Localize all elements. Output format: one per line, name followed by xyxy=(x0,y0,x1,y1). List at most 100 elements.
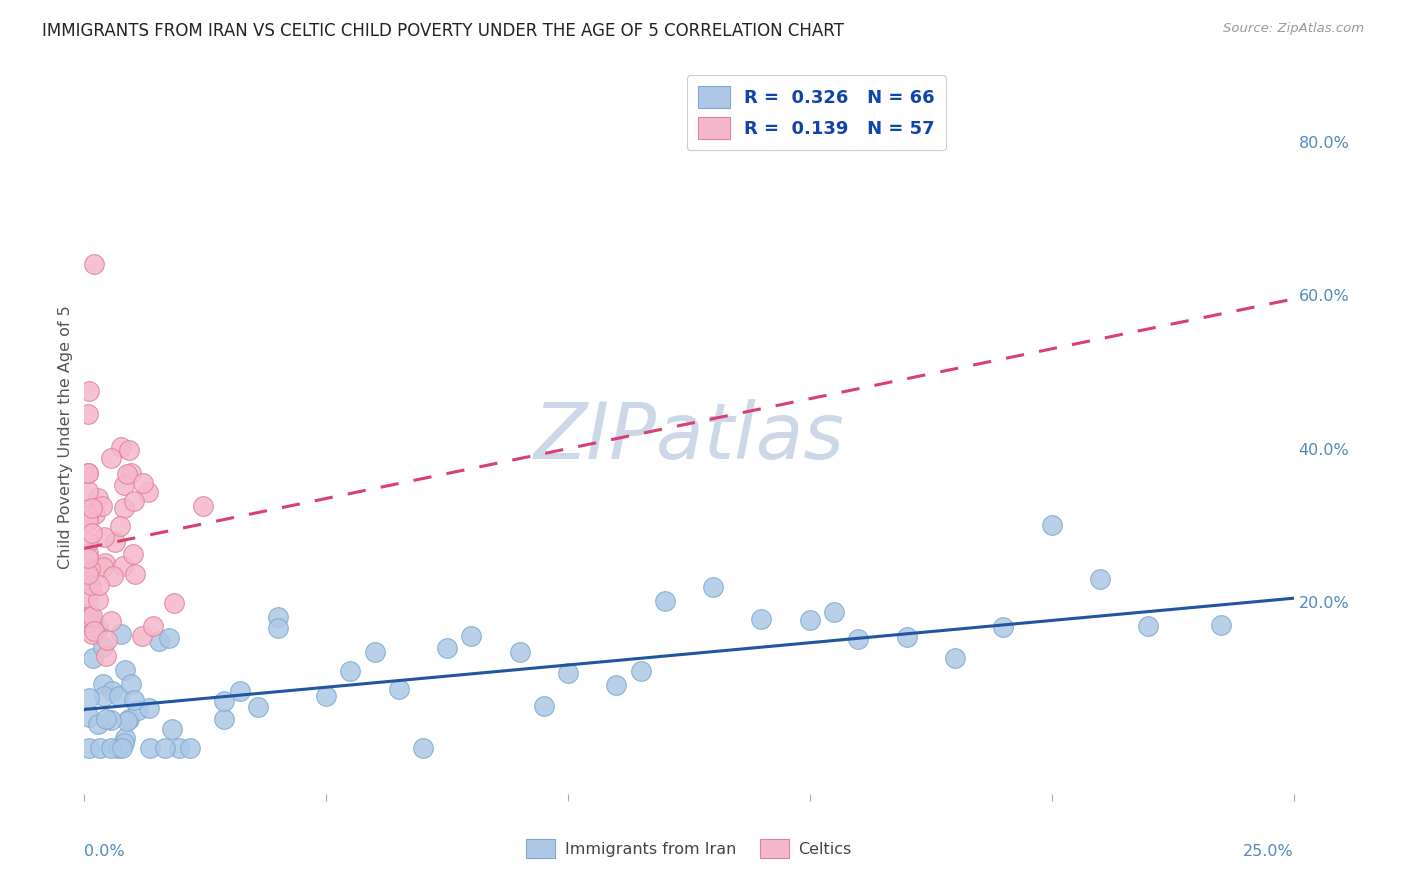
Point xyxy=(104,534,127,549)
Point xyxy=(77,575,100,590)
Point xyxy=(87,593,110,607)
Point xyxy=(100,713,122,727)
Point xyxy=(142,619,165,633)
Point xyxy=(112,501,135,516)
Point xyxy=(77,508,100,523)
Point xyxy=(77,384,100,399)
Point xyxy=(110,627,132,641)
Point xyxy=(605,678,627,692)
Point xyxy=(79,562,101,576)
Point xyxy=(112,736,135,750)
Point xyxy=(124,567,146,582)
Point xyxy=(120,467,142,481)
Point xyxy=(111,740,134,755)
Point xyxy=(87,620,110,634)
Point xyxy=(96,712,118,726)
Point xyxy=(77,514,100,528)
Point xyxy=(557,666,579,681)
Point xyxy=(1040,518,1063,533)
Point xyxy=(107,740,129,755)
Legend: Immigrants from Iran, Celtics: Immigrants from Iran, Celtics xyxy=(520,832,858,864)
Point xyxy=(191,499,214,513)
Y-axis label: Child Poverty Under the Age of 5: Child Poverty Under the Age of 5 xyxy=(58,305,73,569)
Point xyxy=(80,526,103,541)
Point xyxy=(702,580,724,594)
Point xyxy=(91,499,114,513)
Point xyxy=(77,508,100,522)
Point xyxy=(103,569,125,583)
Point xyxy=(247,699,270,714)
Point xyxy=(896,630,918,644)
Point xyxy=(509,645,531,659)
Point xyxy=(460,629,482,643)
Text: ZIPatlas: ZIPatlas xyxy=(533,399,845,475)
Point xyxy=(80,578,103,592)
Point xyxy=(943,650,966,665)
Point xyxy=(91,640,114,654)
Point xyxy=(94,648,117,663)
Point xyxy=(91,677,114,691)
Point xyxy=(77,551,100,566)
Point xyxy=(212,712,235,726)
Point xyxy=(77,408,100,422)
Point xyxy=(89,740,111,755)
Point xyxy=(823,605,845,619)
Point xyxy=(87,491,110,506)
Point xyxy=(228,684,250,698)
Point xyxy=(122,494,145,508)
Point xyxy=(114,731,136,745)
Point xyxy=(267,610,290,624)
Text: IMMIGRANTS FROM IRAN VS CELTIC CHILD POVERTY UNDER THE AGE OF 5 CORRELATION CHAR: IMMIGRANTS FROM IRAN VS CELTIC CHILD POV… xyxy=(42,22,844,40)
Point xyxy=(110,440,132,454)
Point xyxy=(100,451,122,466)
Point xyxy=(267,621,290,635)
Point xyxy=(108,519,131,533)
Point xyxy=(212,694,235,708)
Point xyxy=(160,723,183,737)
Point xyxy=(122,693,145,707)
Point xyxy=(112,478,135,492)
Point xyxy=(77,567,100,582)
Point xyxy=(167,740,190,755)
Point xyxy=(82,609,104,624)
Point xyxy=(77,546,100,560)
Point xyxy=(86,717,108,731)
Point xyxy=(96,632,118,647)
Point xyxy=(101,683,124,698)
Point xyxy=(94,556,117,570)
Point xyxy=(131,629,153,643)
Point xyxy=(79,612,101,626)
Point xyxy=(108,690,131,704)
Point xyxy=(120,677,142,691)
Point xyxy=(83,257,105,271)
Point xyxy=(388,681,411,696)
Point xyxy=(179,740,201,755)
Text: Source: ZipAtlas.com: Source: ZipAtlas.com xyxy=(1223,22,1364,36)
Point xyxy=(89,578,111,592)
Point xyxy=(77,534,100,549)
Point xyxy=(157,632,180,646)
Point xyxy=(436,641,458,656)
Point xyxy=(363,645,385,659)
Point xyxy=(118,443,141,458)
Point xyxy=(83,624,105,638)
Point xyxy=(77,691,100,706)
Point xyxy=(132,476,155,491)
Point xyxy=(993,620,1015,634)
Point xyxy=(77,740,100,755)
Text: 25.0%: 25.0% xyxy=(1243,844,1294,859)
Point xyxy=(117,714,139,728)
Point xyxy=(139,740,162,755)
Point xyxy=(82,651,104,665)
Point xyxy=(533,699,555,714)
Point xyxy=(846,632,869,646)
Point xyxy=(93,690,115,704)
Point xyxy=(82,500,104,515)
Point xyxy=(654,594,676,608)
Point xyxy=(315,689,337,703)
Point xyxy=(148,634,170,648)
Point xyxy=(751,612,773,626)
Point xyxy=(163,596,186,610)
Point xyxy=(799,613,821,627)
Point xyxy=(91,560,114,574)
